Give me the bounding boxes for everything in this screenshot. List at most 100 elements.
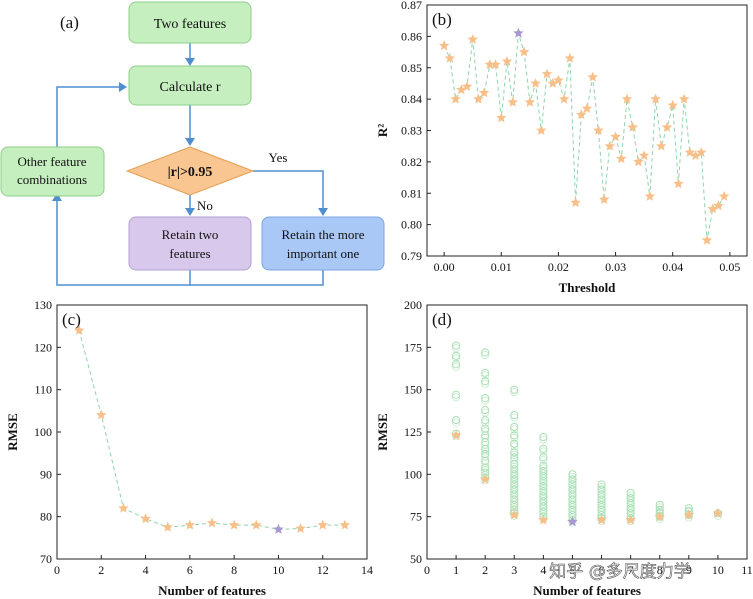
chart-c-highlight-point [273, 523, 284, 534]
chart-c-data-point [228, 519, 240, 530]
chart-b-data-point [564, 52, 576, 63]
chart-d-combination-point [655, 500, 664, 509]
chart-d-combination-point [539, 455, 548, 464]
chart-b-ytick-label: 0.83 [401, 124, 422, 138]
chart-c-data-point [206, 517, 218, 528]
chart-d-combination-point [452, 362, 461, 371]
chart-d-ytick-label: 50 [410, 552, 422, 566]
chart-d-combination-point [539, 466, 548, 476]
node-other-line1: Other feature [18, 154, 87, 169]
edge-no-label: No [197, 198, 213, 213]
chart-d-xtick-label: 9 [686, 563, 692, 577]
chart-b-data-point [656, 140, 667, 151]
chart-d-combination-point [539, 461, 548, 470]
chart-d-combination-point [539, 487, 548, 496]
chart-d-combination-point [510, 455, 519, 464]
chart-d-combination-point [510, 439, 519, 448]
chart-b-data-point [633, 156, 644, 167]
chart-d-best-point [683, 509, 695, 520]
chart-c-data-point [295, 523, 306, 533]
chart-d-combination-point [481, 405, 490, 415]
chart-b-series-line [443, 33, 725, 241]
chart-d-combination-point [510, 500, 519, 509]
chart-d-combination-point [597, 500, 606, 509]
chart-d-combination-point [568, 470, 577, 479]
chart-b-data-point [456, 84, 467, 95]
chart-d-combination-point [481, 418, 490, 427]
chart-c-data-point [317, 519, 328, 530]
chart-d-highlight-point [567, 516, 578, 527]
chart-b-data-point [450, 93, 461, 104]
chart-d-combination-point [568, 472, 577, 481]
chart-d-combination-point [539, 492, 548, 501]
chart-d-combination-point [481, 394, 490, 403]
chart-d-frame [426, 304, 748, 560]
chart-b-data-point [616, 153, 627, 164]
chart-c-xtick-label: 14 [361, 563, 373, 577]
chart-b-data-point [690, 150, 701, 161]
chart-d-combination-point [597, 490, 606, 499]
chart-d-combination-point [510, 448, 519, 457]
chart-d-combination-point [481, 444, 490, 454]
node-retain-more-line1: Retain the more [281, 227, 364, 242]
chart-b-data-point [530, 77, 541, 88]
chart-c-data-point [73, 324, 85, 335]
chart-b-xlabel: Threshold [559, 280, 617, 295]
chart-c-xtick-label: 0 [54, 563, 60, 577]
chart-d-combination-point [510, 442, 519, 451]
chart-d-ytick-label: 75 [410, 510, 422, 524]
chart-d-combination-point [510, 498, 519, 507]
chart-c-xtick-label: 12 [317, 563, 329, 577]
chart-d-combination-point [481, 396, 490, 405]
chart-d-combination-point [510, 477, 519, 486]
chart-b-data-point [598, 194, 610, 204]
chart-d-combination-point [510, 472, 519, 481]
node-calculate-r-label: Calculate r [159, 80, 220, 95]
chart-d-xtick-label: 4 [540, 563, 546, 577]
chart-b-ytick-label: 0.80 [401, 218, 422, 232]
chart-d-ytick-label: 100 [404, 467, 422, 481]
chart-c-ytick-label: 80 [40, 510, 52, 524]
node-calculate-r: Calculate r [128, 65, 252, 106]
chart-b-data-point [473, 93, 484, 104]
flowchart-connectors [56, 43, 324, 286]
chart-c-xtick-label: 6 [187, 563, 193, 577]
chart-d-combination-point [568, 488, 577, 497]
chart-d-combination-point [597, 503, 606, 512]
chart-c-ytick-label: 130 [34, 298, 52, 312]
chart-b-ylabel: R² [375, 124, 390, 137]
chart-d-combination-point [568, 503, 577, 512]
chart-d-combination-point [481, 440, 490, 449]
chart-d-combination-point [451, 351, 461, 360]
chart-d-best-point [450, 429, 462, 440]
chart-b-data-point [576, 109, 587, 120]
node-other-line2: combinations [17, 172, 87, 187]
chart-d-combination-point [510, 480, 519, 489]
chart-d-combination-point [539, 499, 548, 508]
chart-b-data-point [627, 121, 638, 132]
edge-yes-label: Yes [269, 150, 288, 165]
node-retain-two-line1: Retain two [162, 227, 219, 242]
chart-d-best-point [479, 473, 491, 484]
chart-d-combination-point [451, 416, 461, 425]
chart-d-combination-point [539, 494, 548, 503]
chart-d-combination-point [539, 444, 548, 454]
chart-b-ytick-label: 0.79 [401, 249, 422, 263]
chart-b-data-point [558, 93, 570, 104]
chart-b-ytick-label: 0.81 [401, 186, 422, 200]
chart-c-xtick-label: 4 [143, 563, 149, 577]
chart-d-combination-point [597, 495, 606, 504]
panel-a-label: (a) [60, 13, 79, 32]
chart-b-ytick-label: 0.84 [401, 92, 422, 106]
chart-d-combination-point [510, 431, 519, 440]
chart-d-combination-point [510, 493, 519, 502]
chart-d-combination-point [539, 489, 548, 498]
chart-c-panel-label: (c) [62, 310, 81, 329]
chart-b-data-point [478, 87, 490, 98]
chart-b-xtick-label: 0.00 [434, 260, 455, 274]
chart-d-combination-point [510, 462, 519, 471]
chart-c-data-point [140, 513, 151, 524]
chart-b-data-point [461, 81, 473, 92]
chart-b-data-point [701, 234, 713, 245]
